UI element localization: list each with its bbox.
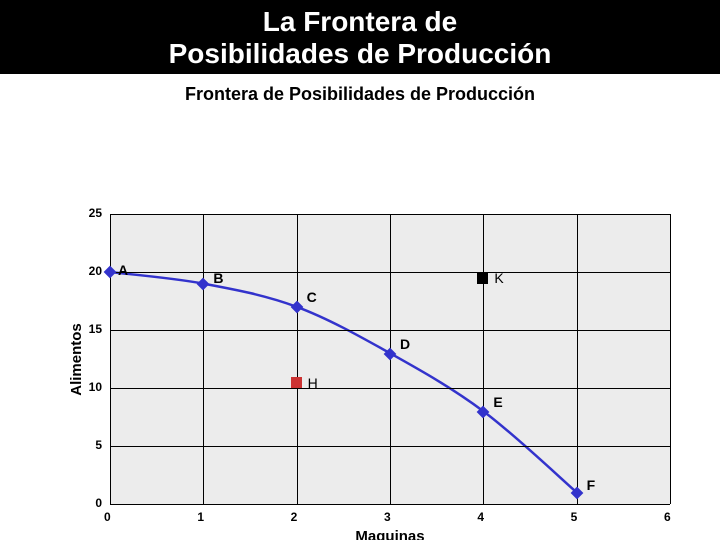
y-tick-label: 0 [95,496,102,510]
slide-title-line1: La Frontera de [0,6,720,38]
gridline-v [577,214,578,504]
extra-point-label-H: H [308,375,318,391]
curve-point-label-E: E [493,394,502,410]
gridline-h [110,504,670,505]
square-marker-icon [291,377,302,388]
y-tick-label: 10 [89,380,102,394]
curve-point-label-C: C [307,289,317,305]
slide-title: La Frontera de Posibilidades de Producci… [0,0,720,74]
y-tick-label: 20 [89,264,102,278]
curve-point-label-F: F [587,477,596,493]
x-axis-label: Maquinas [350,528,430,540]
curve-point-label-B: B [213,270,223,286]
x-tick-label: 1 [197,510,204,524]
y-tick-label: 25 [89,206,102,220]
x-tick-label: 4 [477,510,484,524]
extra-point-H: H [291,375,318,391]
ppf-curve [0,84,720,540]
chart-container: Frontera de Posibilidades de Producción … [0,84,720,540]
square-marker-icon [477,273,488,284]
x-tick-label: 0 [104,510,111,524]
curve-point-label-D: D [400,336,410,352]
extra-point-label-K: K [494,270,503,286]
y-tick-label: 5 [95,438,102,452]
y-axis-label: Alimentos [68,324,85,397]
slide-title-line2: Posibilidades de Producción [0,38,720,70]
x-tick-label: 6 [664,510,671,524]
y-tick-label: 15 [89,322,102,336]
extra-point-K: K [477,270,503,286]
x-tick-label: 5 [571,510,578,524]
gridline-v [297,214,298,504]
gridline-v [483,214,484,504]
ppf-curve-path [110,272,577,492]
x-tick-label: 2 [291,510,298,524]
gridline-v [203,214,204,504]
x-tick-label: 3 [384,510,391,524]
curve-point-label-A: A [118,262,128,278]
